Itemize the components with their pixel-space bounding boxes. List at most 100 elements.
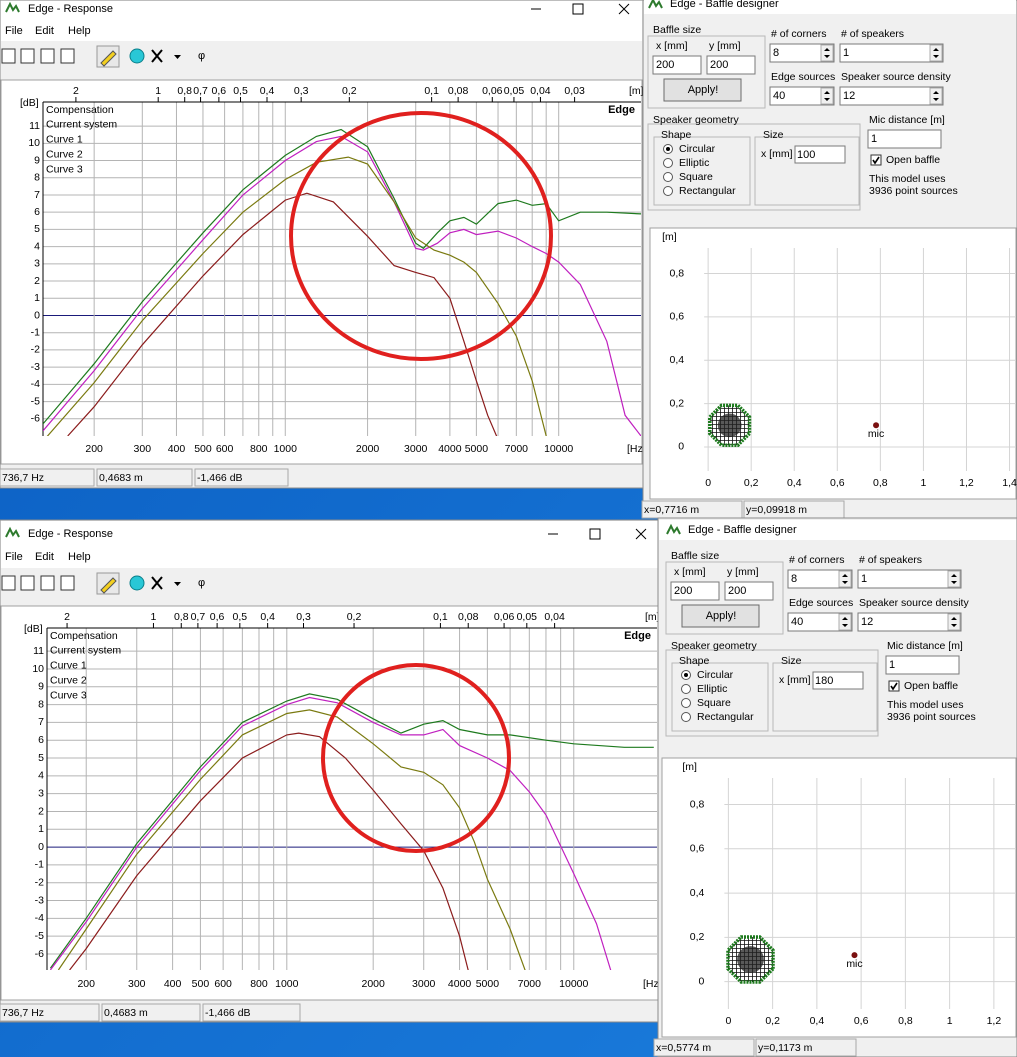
field-label: # of corners [789,554,844,566]
y-tick-label: 9 [38,681,44,693]
y-tick-label: -3 [35,894,44,906]
menu-item[interactable]: Edit [35,551,54,563]
spin-arrow [824,91,830,101]
text-input[interactable] [652,55,702,75]
radio-button[interactable] [663,186,673,196]
toolbar-button[interactable] [60,575,75,591]
text-input[interactable] [812,671,864,690]
spin-button[interactable] [838,570,852,588]
toolbar-button[interactable] [1,48,16,64]
close-button[interactable] [635,528,647,540]
x-unit: [Hz] [627,443,646,455]
radio-button[interactable] [663,158,673,168]
x-tick-label: 0,2 [765,1015,780,1027]
title-bar [1,1,642,41]
maximize-button[interactable] [589,528,601,540]
y-tick-label: 10 [28,137,40,149]
toolbar-button[interactable] [151,576,163,590]
legend-entry: Current system [46,119,117,131]
status-field [0,468,95,487]
text-input[interactable] [670,581,720,601]
dropdown-arrow[interactable] [174,55,181,59]
legend-entry: Curve 3 [50,689,87,701]
text-input[interactable] [885,655,960,675]
spin-input[interactable] [839,43,944,63]
spin-input[interactable] [857,612,962,632]
check-mark [872,156,880,165]
y-tick-label: 5 [34,223,40,235]
checkbox[interactable] [870,154,882,166]
spin-input[interactable] [857,569,962,589]
menu-item[interactable]: Help [68,25,91,37]
status-text: y=0,1173 m [758,1042,813,1054]
spin-arrow [824,48,830,58]
checkbox-label: Open baffle [904,680,958,692]
text-input[interactable] [794,145,846,164]
field-label: # of corners [771,28,826,40]
legend-entry: Curve 1 [46,134,83,146]
radio-button[interactable] [681,712,691,722]
status-text: x=0,5774 m [656,1042,711,1054]
spin-button[interactable] [947,613,961,631]
apply-button[interactable] [681,604,760,628]
field-label: Speaker source density [859,597,969,609]
radio-button[interactable] [681,698,691,708]
toolbar-button[interactable] [40,48,55,64]
group-box [647,35,766,109]
status-field [202,1003,301,1022]
spin-button[interactable] [929,44,943,62]
group-box [665,649,879,737]
spin-input[interactable] [769,43,835,63]
group-box [671,662,769,732]
radio-button[interactable] [663,172,673,182]
spin-button[interactable] [947,570,961,588]
info-text: 3936 point sources [887,711,976,723]
spin-button[interactable] [820,44,834,62]
text-input[interactable] [724,581,774,601]
toolbar-button[interactable] [20,575,35,591]
toolbar-button[interactable] [129,575,145,591]
group-label: Speaker geometry [671,640,758,652]
toolbar-button[interactable] [20,48,35,64]
toolbar-button[interactable] [40,575,55,591]
input-value: 40 [791,616,803,628]
toolbar-button[interactable] [60,48,75,64]
maximize-button[interactable] [572,3,584,15]
spin-arrow [842,617,848,627]
spin-input[interactable] [769,86,835,106]
spin-input[interactable] [839,86,944,106]
radio-button[interactable] [681,684,691,694]
status-field [96,468,193,487]
radio-label: Square [697,697,731,709]
apply-button[interactable] [663,78,742,102]
spin-button[interactable] [820,87,834,105]
x-unit: [Hz] [643,978,662,990]
field-label: Edge sources [789,597,853,609]
toolbar-button[interactable] [1,575,16,591]
y-tick-label: 8 [38,698,44,710]
dropdown-arrow[interactable] [174,582,181,586]
toolbar-button[interactable] [151,49,163,63]
top-tick-label: 0,8 [174,611,189,623]
menu-item[interactable]: File [5,25,23,37]
menu-item[interactable]: File [5,551,23,563]
spin-button[interactable] [929,87,943,105]
y-tick-label: 0,8 [670,267,685,279]
menu-item[interactable]: Help [68,551,91,563]
x-tick-label: 300 [128,978,146,990]
checkbox[interactable] [888,680,900,692]
input-value: 200 [710,59,728,71]
text-input[interactable] [867,129,942,149]
close-button[interactable] [618,3,630,15]
text-input[interactable] [706,55,756,75]
toolbar-button[interactable] [129,48,145,64]
legend-entry: Compensation [50,630,118,642]
menu-item[interactable]: Edit [35,25,54,37]
radio-label: Circular [697,669,734,681]
top-tick-label: 1 [155,85,161,97]
spin-input[interactable] [787,612,853,632]
status-field [653,1038,755,1057]
spin-input[interactable] [787,569,853,589]
spin-button[interactable] [838,613,852,631]
y-tick-label: 4 [38,770,44,782]
